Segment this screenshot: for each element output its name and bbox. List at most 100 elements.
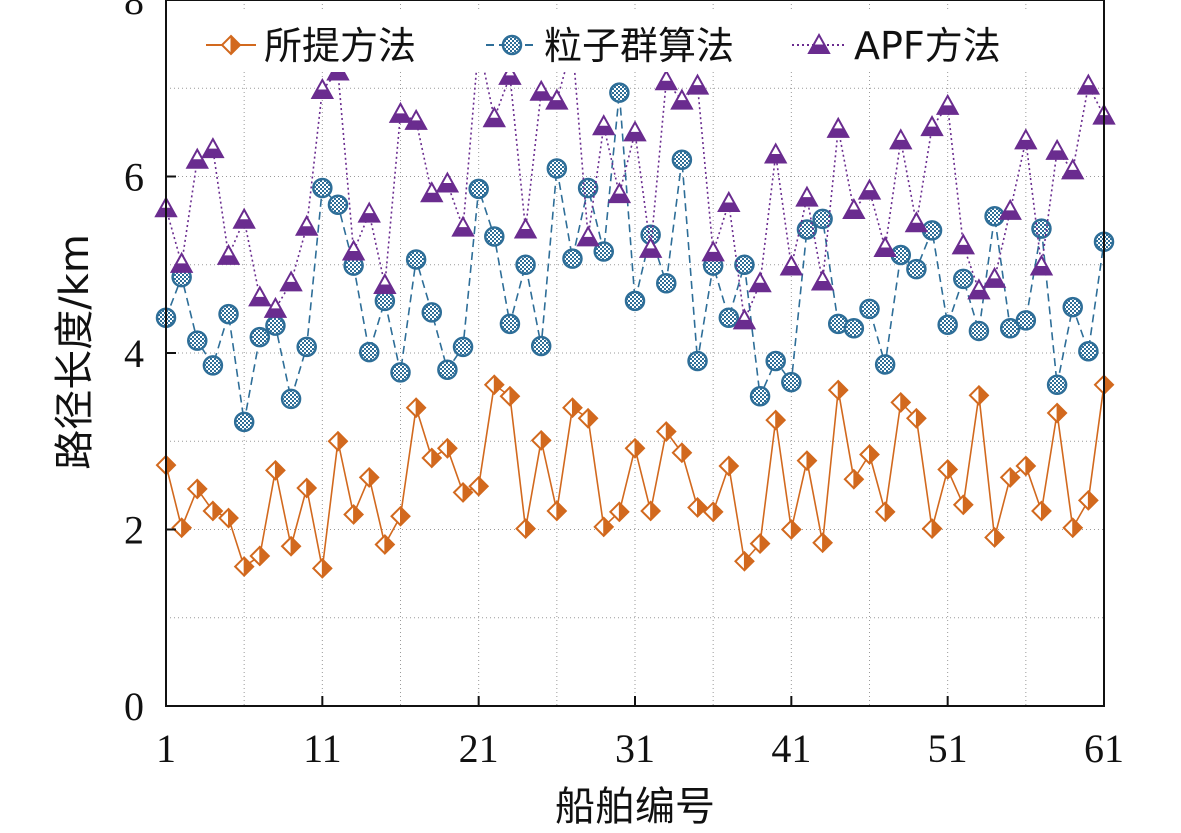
data-point xyxy=(1015,455,1037,477)
data-point xyxy=(624,290,646,312)
y-axis-title: 路径长度/km xyxy=(52,234,98,470)
data-point xyxy=(265,315,286,336)
data-point xyxy=(562,397,583,419)
data-point xyxy=(390,362,411,383)
data-point xyxy=(640,500,662,522)
data-point xyxy=(734,550,755,572)
data-point xyxy=(593,241,614,262)
data-point xyxy=(327,194,349,215)
data-point xyxy=(483,374,505,396)
data-point xyxy=(216,243,241,265)
data-point xyxy=(968,320,990,342)
legend-marker-shape xyxy=(501,34,523,56)
x-tick-label: 11 xyxy=(303,726,342,771)
data-point xyxy=(998,198,1022,220)
data-point xyxy=(218,507,239,529)
data-point xyxy=(1046,374,1068,396)
legend: 所提方法 粒子群算法 APF方法 xyxy=(190,12,1060,72)
data-point xyxy=(468,475,490,497)
data-point xyxy=(764,142,788,164)
data-point xyxy=(623,120,647,142)
data-point xyxy=(655,421,677,442)
data-point xyxy=(607,182,632,204)
legend-label-proposed: 所提方法 xyxy=(264,24,416,68)
data-point xyxy=(921,518,943,540)
data-point xyxy=(546,158,568,179)
y-tick-label: 6 xyxy=(124,155,144,200)
data-point xyxy=(890,392,912,413)
data-point xyxy=(327,430,349,452)
data-point xyxy=(404,108,428,130)
data-point xyxy=(343,504,365,525)
data-point xyxy=(1014,128,1038,150)
data-point xyxy=(952,494,974,516)
data-point xyxy=(1062,296,1083,318)
data-point xyxy=(810,269,835,291)
data-point xyxy=(905,407,927,429)
data-point xyxy=(530,429,552,451)
data-point xyxy=(265,459,286,481)
data-point xyxy=(515,254,536,275)
data-point xyxy=(452,482,474,503)
data-point xyxy=(687,350,708,372)
data-point xyxy=(1062,517,1084,539)
data-point xyxy=(437,359,458,381)
data-point xyxy=(529,79,553,101)
data-point xyxy=(530,335,552,357)
data-point xyxy=(218,303,239,325)
y-tick-label: 4 xyxy=(124,331,144,376)
data-point xyxy=(920,115,944,137)
data-point xyxy=(185,147,209,169)
data-point xyxy=(499,385,521,407)
x-tick-label: 41 xyxy=(771,726,811,771)
data-point xyxy=(812,208,833,230)
data-point xyxy=(452,336,474,358)
data-point xyxy=(967,278,991,300)
data-point xyxy=(671,149,693,170)
data-point xyxy=(233,556,255,577)
data-point xyxy=(1031,500,1052,522)
data-point xyxy=(795,185,819,207)
data-point xyxy=(779,254,804,276)
data-point xyxy=(702,501,724,523)
legend-label-apf: APF方法 xyxy=(854,24,1001,68)
data-point xyxy=(248,285,272,307)
data-point xyxy=(233,411,255,433)
data-point xyxy=(748,271,772,293)
legend-label-pso: 粒子群算法 xyxy=(544,24,734,68)
data-point xyxy=(249,545,271,567)
data-point xyxy=(263,296,288,318)
data-point xyxy=(562,248,583,269)
data-point xyxy=(937,314,958,336)
data-point xyxy=(687,497,708,518)
data-point xyxy=(171,517,193,539)
data-point xyxy=(857,178,882,200)
data-point xyxy=(780,519,802,540)
data-point xyxy=(812,532,834,554)
x-tick-label: 61 xyxy=(1084,726,1124,771)
data-point xyxy=(843,318,865,339)
data-point xyxy=(638,236,663,258)
data-point xyxy=(374,290,396,312)
series-0 xyxy=(155,374,1115,579)
series-1 xyxy=(155,82,1115,433)
data-point xyxy=(796,219,818,240)
legend-marker-shape xyxy=(807,32,831,54)
data-point xyxy=(718,455,740,477)
y-tick-label: 0 xyxy=(124,684,144,729)
data-point xyxy=(358,467,380,488)
data-point xyxy=(577,407,599,429)
data-point xyxy=(670,88,694,110)
data-point xyxy=(201,137,225,159)
data-point xyxy=(984,527,1005,548)
data-point xyxy=(654,69,678,91)
data-point xyxy=(249,326,271,348)
data-point xyxy=(843,468,865,490)
data-point xyxy=(1061,158,1085,180)
data-point xyxy=(421,302,443,323)
data-point xyxy=(889,128,913,150)
data-point xyxy=(576,225,600,247)
data-point xyxy=(982,266,1007,288)
data-point xyxy=(951,233,975,255)
data-point xyxy=(904,211,929,233)
